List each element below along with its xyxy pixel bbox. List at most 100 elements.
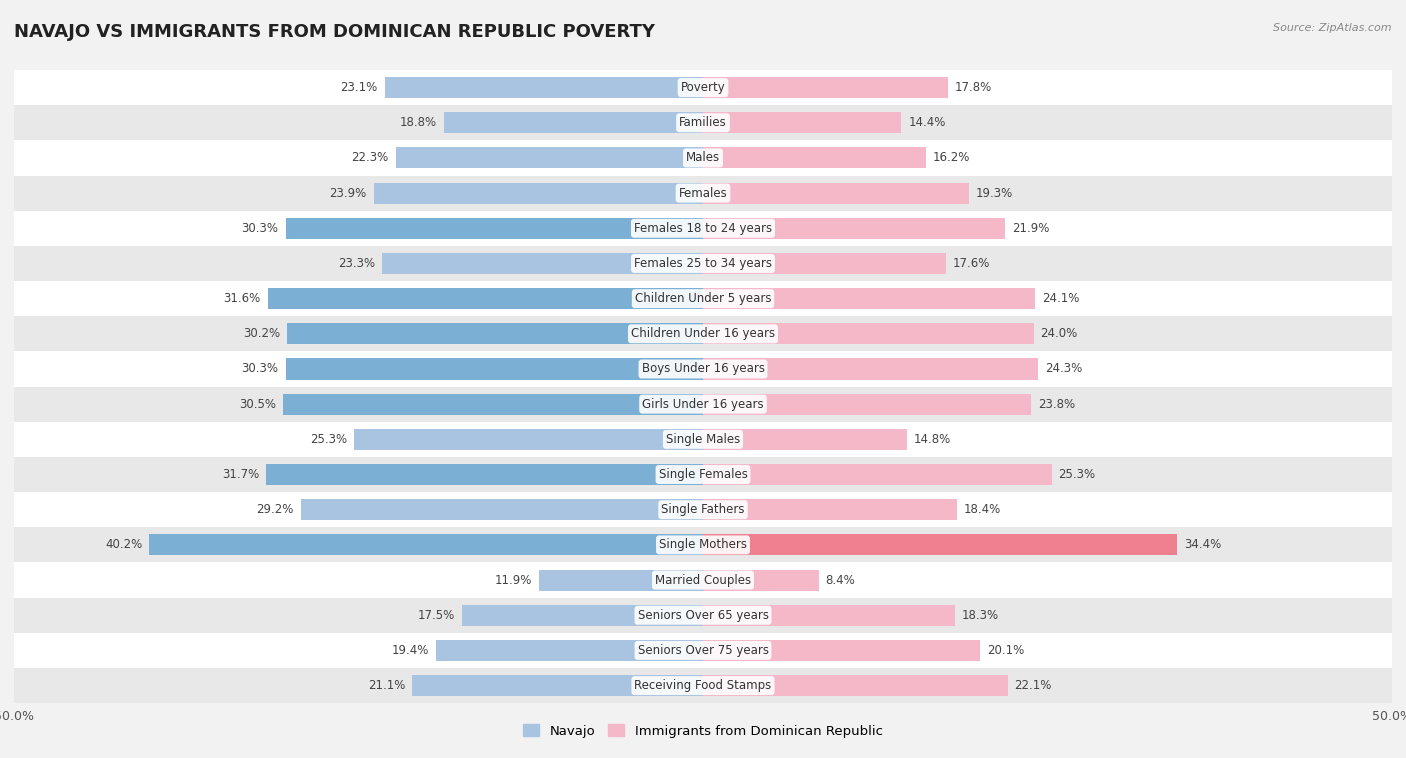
Bar	[703, 534, 1177, 556]
Bar	[14, 597, 1392, 633]
Text: 31.7%: 31.7%	[222, 468, 259, 481]
Text: 25.3%: 25.3%	[311, 433, 347, 446]
Bar	[703, 393, 1031, 415]
Text: 8.4%: 8.4%	[825, 574, 855, 587]
Text: 18.3%: 18.3%	[962, 609, 1000, 622]
Text: Females 18 to 24 years: Females 18 to 24 years	[634, 222, 772, 235]
Text: Seniors Over 75 years: Seniors Over 75 years	[637, 644, 769, 657]
Text: 25.3%: 25.3%	[1059, 468, 1095, 481]
Bar	[14, 352, 1392, 387]
Bar	[149, 534, 703, 556]
Text: 24.0%: 24.0%	[1040, 327, 1078, 340]
Text: 23.3%: 23.3%	[337, 257, 375, 270]
Bar	[703, 605, 955, 626]
Text: Children Under 5 years: Children Under 5 years	[634, 292, 772, 305]
Bar	[14, 528, 1392, 562]
Text: 22.3%: 22.3%	[352, 152, 389, 164]
Bar	[14, 140, 1392, 176]
Bar	[14, 105, 1392, 140]
Text: Males: Males	[686, 152, 720, 164]
Bar	[703, 112, 901, 133]
Text: Single Females: Single Females	[658, 468, 748, 481]
Text: Single Mothers: Single Mothers	[659, 538, 747, 551]
Bar	[703, 77, 948, 98]
Text: Girls Under 16 years: Girls Under 16 years	[643, 398, 763, 411]
Bar	[14, 246, 1392, 281]
Bar	[14, 176, 1392, 211]
Text: 16.2%: 16.2%	[934, 152, 970, 164]
Bar	[14, 633, 1392, 668]
Bar	[538, 569, 703, 590]
Legend: Navajo, Immigrants from Dominican Republic: Navajo, Immigrants from Dominican Republ…	[517, 719, 889, 743]
Bar	[14, 457, 1392, 492]
Text: 17.8%: 17.8%	[955, 81, 993, 94]
Text: Females 25 to 34 years: Females 25 to 34 years	[634, 257, 772, 270]
Text: 23.1%: 23.1%	[340, 81, 378, 94]
Text: Source: ZipAtlas.com: Source: ZipAtlas.com	[1274, 23, 1392, 33]
Text: 21.1%: 21.1%	[368, 679, 405, 692]
Text: 14.4%: 14.4%	[908, 116, 946, 130]
Text: Boys Under 16 years: Boys Under 16 years	[641, 362, 765, 375]
Bar	[14, 387, 1392, 421]
Bar	[395, 147, 703, 168]
Bar	[703, 464, 1052, 485]
Bar	[382, 253, 703, 274]
Text: 24.1%: 24.1%	[1042, 292, 1080, 305]
Bar	[267, 288, 703, 309]
Bar	[703, 675, 1008, 696]
Text: Receiving Food Stamps: Receiving Food Stamps	[634, 679, 772, 692]
Bar	[14, 492, 1392, 528]
Bar	[374, 183, 703, 204]
Text: Married Couples: Married Couples	[655, 574, 751, 587]
Text: 14.8%: 14.8%	[914, 433, 950, 446]
Bar	[285, 359, 703, 380]
Bar	[287, 323, 703, 344]
Text: 23.9%: 23.9%	[329, 186, 367, 199]
Bar	[354, 429, 703, 450]
Bar	[14, 70, 1392, 105]
Bar	[461, 605, 703, 626]
Text: 40.2%: 40.2%	[105, 538, 142, 551]
Bar	[703, 323, 1033, 344]
Text: Single Males: Single Males	[666, 433, 740, 446]
Text: Children Under 16 years: Children Under 16 years	[631, 327, 775, 340]
Bar	[703, 218, 1005, 239]
Bar	[385, 77, 703, 98]
Text: Poverty: Poverty	[681, 81, 725, 94]
Text: 22.1%: 22.1%	[1014, 679, 1052, 692]
Bar	[703, 359, 1038, 380]
Text: Single Fathers: Single Fathers	[661, 503, 745, 516]
Bar	[703, 288, 1035, 309]
Text: 18.8%: 18.8%	[399, 116, 437, 130]
Bar	[283, 393, 703, 415]
Text: 30.3%: 30.3%	[242, 222, 278, 235]
Text: 23.8%: 23.8%	[1038, 398, 1076, 411]
Bar	[14, 421, 1392, 457]
Bar	[285, 218, 703, 239]
Text: 21.9%: 21.9%	[1012, 222, 1049, 235]
Text: Families: Families	[679, 116, 727, 130]
Text: 20.1%: 20.1%	[987, 644, 1024, 657]
Bar	[444, 112, 703, 133]
Text: 31.6%: 31.6%	[224, 292, 260, 305]
Text: 34.4%: 34.4%	[1184, 538, 1222, 551]
Bar	[703, 569, 818, 590]
Bar	[14, 668, 1392, 703]
Bar	[703, 640, 980, 661]
Text: 24.3%: 24.3%	[1045, 362, 1083, 375]
Bar	[703, 500, 956, 520]
Text: 30.3%: 30.3%	[242, 362, 278, 375]
Bar	[703, 147, 927, 168]
Bar	[703, 183, 969, 204]
Text: 19.3%: 19.3%	[976, 186, 1014, 199]
Text: 17.5%: 17.5%	[418, 609, 456, 622]
Text: NAVAJO VS IMMIGRANTS FROM DOMINICAN REPUBLIC POVERTY: NAVAJO VS IMMIGRANTS FROM DOMINICAN REPU…	[14, 23, 655, 41]
Bar	[266, 464, 703, 485]
Bar	[703, 429, 907, 450]
Text: 19.4%: 19.4%	[391, 644, 429, 657]
Text: 11.9%: 11.9%	[495, 574, 531, 587]
Bar	[14, 211, 1392, 246]
Bar	[301, 500, 703, 520]
Bar	[14, 316, 1392, 352]
Bar	[703, 253, 945, 274]
